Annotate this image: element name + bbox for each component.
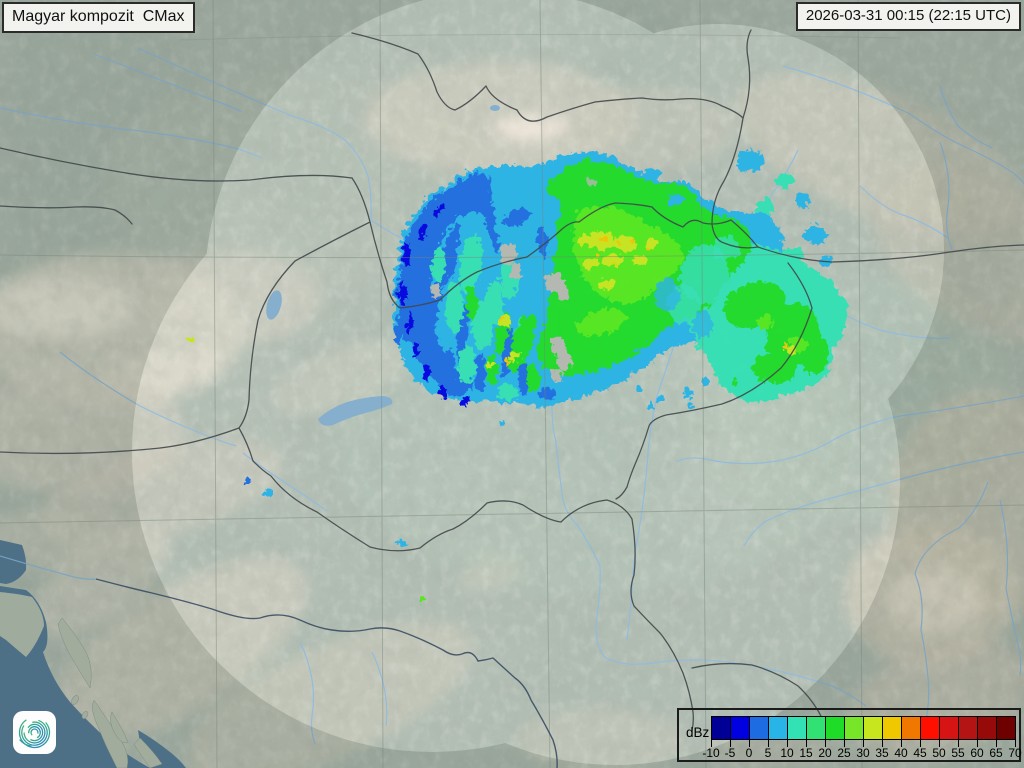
- legend-tick-label: 55: [951, 746, 965, 760]
- legend-tick: [844, 740, 845, 747]
- lake-neusiedl: [266, 290, 282, 320]
- legend-tick-label: 20: [818, 746, 832, 760]
- legend-tick: [806, 740, 807, 747]
- legend-tick: [920, 740, 921, 747]
- legend-tick: [977, 740, 978, 747]
- legend-tick-label: -10: [702, 746, 720, 760]
- dbz-legend: dBz -10 -5 0 5 10 15 20 25 30 35 40 45 50 55 60 65 70: [677, 708, 1022, 762]
- legend-tick: [939, 740, 940, 747]
- legend-swatch: [807, 717, 826, 739]
- hungaromet-spiral-logo: [13, 711, 56, 754]
- legend-tick-label: 40: [894, 746, 908, 760]
- legend-tick: [711, 740, 712, 747]
- legend-swatch: [864, 717, 883, 739]
- legend-tick-label: 10: [780, 746, 794, 760]
- legend-tick: [768, 740, 769, 747]
- legend-swatch: [883, 717, 902, 739]
- legend-swatch: [940, 717, 959, 739]
- legend-tick-label: 25: [837, 746, 851, 760]
- legend-tick: [749, 740, 750, 747]
- product-title: Magyar kompozit CMax: [2, 2, 195, 33]
- legend-tick-label: 50: [932, 746, 946, 760]
- legend-tick-label: 65: [989, 746, 1003, 760]
- legend-swatch: [750, 717, 769, 739]
- legend-tick-label: 0: [745, 746, 753, 760]
- legend-tick: [958, 740, 959, 747]
- legend-swatch: [788, 717, 807, 739]
- legend-tick: [787, 740, 788, 747]
- legend-swatch: [902, 717, 921, 739]
- legend-tick-label: 5: [764, 746, 772, 760]
- legend-swatch: [826, 717, 845, 739]
- legend-tick: [730, 740, 731, 747]
- legend-tick: [882, 740, 883, 747]
- legend-tick: [825, 740, 826, 747]
- legend-ticks: -10 -5 0 5 10 15 20 25 30 35 40 45 50 55 60 65 70: [702, 740, 1022, 762]
- sava-border: [95, 578, 558, 768]
- legend-tick: [901, 740, 902, 747]
- legend-tick: [1015, 740, 1016, 747]
- legend-tick-label: -5: [724, 746, 736, 760]
- croatian-islands: [57, 617, 163, 768]
- legend-swatch: [959, 717, 978, 739]
- spiral-icon: [18, 716, 51, 749]
- legend-swatch: [845, 717, 864, 739]
- legend-swatch: [769, 717, 788, 739]
- legend-tick-label: 15: [799, 746, 813, 760]
- legend-tick-label: 60: [970, 746, 984, 760]
- timestamp-label: 2026-03-31 00:15 (22:15 UTC): [795, 2, 1021, 32]
- country-borders: [0, 29, 1024, 741]
- legend-swatch: [731, 717, 750, 739]
- lakes: [266, 105, 500, 426]
- legend-tick-label: 35: [875, 746, 889, 760]
- legend-unit-label: dBz: [686, 725, 710, 740]
- legend-tick-label: 30: [856, 746, 870, 760]
- legend-tick: [863, 740, 864, 747]
- legend-swatches: [711, 716, 1016, 740]
- lake-balaton: [318, 396, 393, 426]
- legend-swatch: [997, 717, 1015, 739]
- legend-tick-label: 45: [913, 746, 927, 760]
- legend-tick: [996, 740, 997, 747]
- legend-swatch: [712, 717, 731, 739]
- istria-peninsula: [0, 592, 44, 657]
- legend-tick-label: 70: [1008, 746, 1022, 760]
- legend-swatch: [978, 717, 997, 739]
- legend-swatch: [921, 717, 940, 739]
